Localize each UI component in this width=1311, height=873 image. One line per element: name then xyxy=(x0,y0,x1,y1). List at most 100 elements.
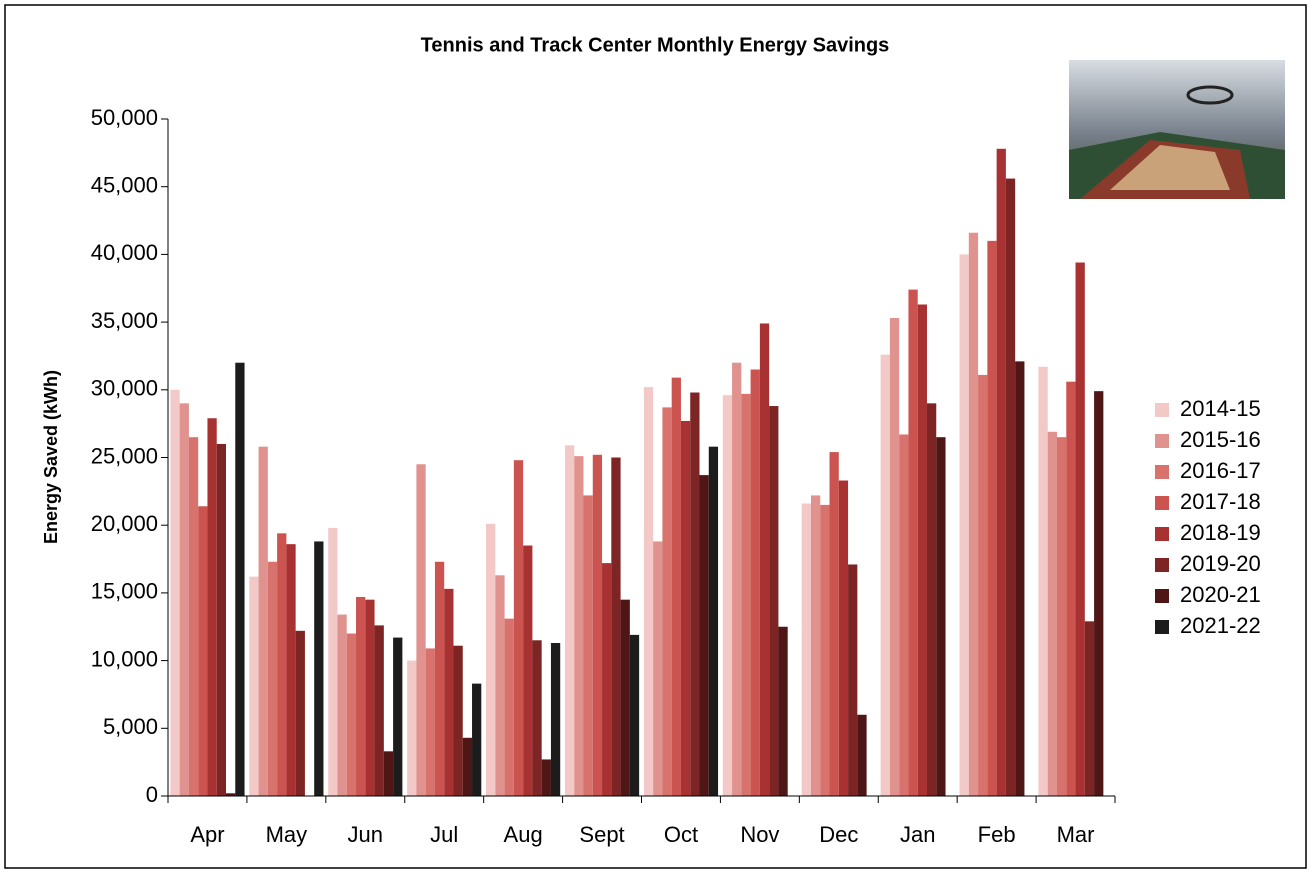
legend-swatch xyxy=(1155,620,1169,634)
bar xyxy=(830,452,839,796)
bar xyxy=(1066,382,1075,796)
x-tick-label: Apr xyxy=(190,822,224,847)
bar xyxy=(908,290,917,796)
bar xyxy=(532,640,541,796)
x-tick-label: Dec xyxy=(819,822,858,847)
x-tick-label: Nov xyxy=(740,822,779,847)
bar xyxy=(811,495,820,796)
y-tick-label: 35,000 xyxy=(91,308,158,333)
bar xyxy=(899,434,908,796)
x-tick-label: Feb xyxy=(978,822,1016,847)
legend-label: 2020-21 xyxy=(1180,582,1261,607)
bar xyxy=(857,715,866,796)
bar xyxy=(1057,437,1066,796)
bar xyxy=(426,648,435,796)
bar xyxy=(611,458,620,797)
bar xyxy=(296,631,305,796)
legend-label: 2018-19 xyxy=(1180,520,1261,545)
y-tick-label: 45,000 xyxy=(91,173,158,198)
bar xyxy=(662,407,671,796)
x-tick-label: Oct xyxy=(664,822,698,847)
bar xyxy=(268,562,277,796)
y-tick-label: 5,000 xyxy=(103,714,158,739)
bar xyxy=(574,456,583,796)
bar xyxy=(881,355,890,796)
bar xyxy=(760,323,769,796)
bar xyxy=(653,541,662,796)
bar xyxy=(217,444,226,796)
bar xyxy=(472,684,481,796)
bar xyxy=(463,738,472,796)
chart: Tennis and Track Center Monthly Energy S… xyxy=(0,0,1311,873)
bar xyxy=(235,363,244,796)
bar xyxy=(356,597,365,796)
bar xyxy=(444,589,453,796)
legend-swatch xyxy=(1155,527,1169,541)
bar xyxy=(583,495,592,796)
bar xyxy=(890,318,899,796)
bar xyxy=(407,661,416,796)
y-tick-label: 15,000 xyxy=(91,579,158,604)
bar xyxy=(769,406,778,796)
bar xyxy=(1094,391,1103,796)
legend-swatch xyxy=(1155,558,1169,572)
chart-title: Tennis and Track Center Monthly Energy S… xyxy=(421,34,890,56)
x-tick-label: Mar xyxy=(1057,822,1095,847)
legend-swatch xyxy=(1155,403,1169,417)
bar xyxy=(820,505,829,796)
y-tick-label: 25,000 xyxy=(91,443,158,468)
bar xyxy=(1048,432,1057,796)
bar xyxy=(198,506,207,796)
legend-swatch xyxy=(1155,589,1169,603)
bar xyxy=(328,528,337,796)
x-tick-label: Jun xyxy=(348,822,383,847)
photo xyxy=(1069,60,1285,199)
legend-swatch xyxy=(1155,465,1169,479)
bar xyxy=(514,460,523,796)
bar xyxy=(259,447,268,796)
y-tick-label: 0 xyxy=(146,782,158,807)
bar xyxy=(495,575,504,796)
bar xyxy=(732,363,741,796)
bar xyxy=(453,646,462,796)
bar xyxy=(347,634,356,796)
bar xyxy=(681,421,690,796)
bar xyxy=(249,577,258,796)
bar xyxy=(690,393,699,796)
y-tick-label: 20,000 xyxy=(91,511,158,536)
bar xyxy=(1015,361,1024,796)
bar xyxy=(384,751,393,796)
bar xyxy=(565,445,574,796)
legend-label: 2016-17 xyxy=(1180,458,1261,483)
bar xyxy=(839,481,848,796)
bar xyxy=(978,375,987,796)
bar xyxy=(778,627,787,796)
legend-label: 2019-20 xyxy=(1180,551,1261,576)
bar xyxy=(987,241,996,796)
bar xyxy=(170,390,179,796)
legend-label: 2014-15 xyxy=(1180,396,1261,421)
bar xyxy=(1038,367,1047,796)
bar xyxy=(375,625,384,796)
y-axis-title: Energy Saved (kWh) xyxy=(41,370,61,544)
legend-label: 2015-16 xyxy=(1180,427,1261,452)
bar xyxy=(969,233,978,796)
bar xyxy=(918,304,927,796)
bar xyxy=(393,638,402,796)
y-tick-label: 50,000 xyxy=(91,105,158,130)
x-tick-label: Jul xyxy=(430,822,458,847)
bar xyxy=(848,564,857,796)
bar xyxy=(1076,263,1085,796)
bar xyxy=(644,387,653,796)
bar xyxy=(802,504,811,796)
bar xyxy=(700,475,709,796)
bar xyxy=(1085,621,1094,796)
bar xyxy=(505,619,514,796)
legend-swatch xyxy=(1155,434,1169,448)
bar xyxy=(365,600,374,796)
bar xyxy=(189,437,198,796)
bar xyxy=(277,533,286,796)
bar xyxy=(207,418,216,796)
x-tick-label: Jan xyxy=(900,822,935,847)
bar xyxy=(435,562,444,796)
